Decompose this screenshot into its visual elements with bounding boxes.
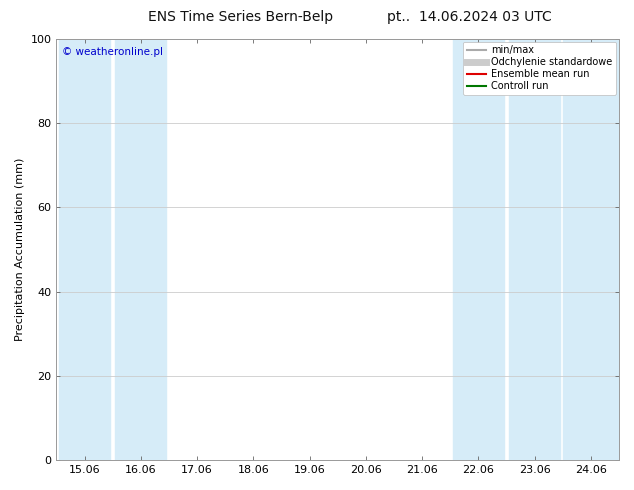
- Text: pt..  14.06.2024 03 UTC: pt.. 14.06.2024 03 UTC: [387, 10, 552, 24]
- Bar: [115, 39, 166, 460]
- Bar: [59, 39, 110, 460]
- Bar: [563, 39, 619, 460]
- Y-axis label: Precipitation Accumulation (mm): Precipitation Accumulation (mm): [15, 158, 25, 341]
- Text: © weatheronline.pl: © weatheronline.pl: [62, 47, 163, 57]
- Bar: [509, 39, 560, 460]
- Legend: min/max, Odchylenie standardowe, Ensemble mean run, Controll run: min/max, Odchylenie standardowe, Ensembl…: [463, 42, 616, 95]
- Text: ENS Time Series Bern-Belp: ENS Time Series Bern-Belp: [148, 10, 333, 24]
- Bar: [453, 39, 503, 460]
